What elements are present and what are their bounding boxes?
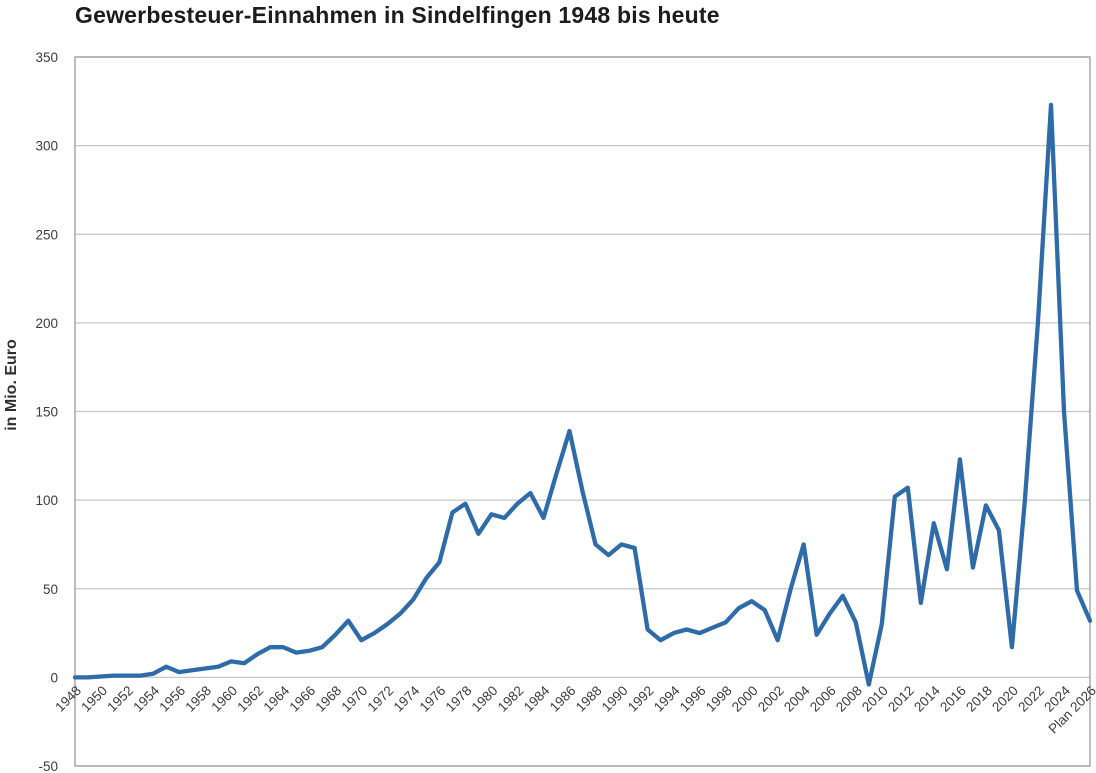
x-tick-label-1996: 1996 [677,683,709,715]
x-tick-label-1990: 1990 [599,683,631,715]
data-series-line [72,102,1093,687]
x-tick-label-1982: 1982 [495,683,527,715]
x-tick-label-2016: 2016 [937,683,969,715]
x-tick-label-1970: 1970 [339,683,371,715]
x-tick-label-1978: 1978 [443,683,475,715]
x-tick-label-2008: 2008 [833,683,865,715]
y-tick-label-350: 350 [35,50,58,65]
y-axis-title: in Mio. Euro [3,339,20,431]
y-tick-label-200: 200 [35,316,58,331]
x-tick-label-1980: 1980 [469,683,501,715]
x-tick-label-1960: 1960 [208,683,240,715]
y-tick-label-250: 250 [35,227,58,242]
x-tick-label-1998: 1998 [703,683,735,715]
y-tick-label-0: 0 [50,670,58,685]
x-tick-label-2018: 2018 [963,683,995,715]
x-tick-label-2022: 2022 [1015,683,1047,715]
x-tick-label-1962: 1962 [234,683,266,715]
x-tick-label-2012: 2012 [885,683,917,715]
x-tick-label-1968: 1968 [313,683,345,715]
plot-border [74,56,1091,767]
x-tick-label-1966: 1966 [286,683,318,715]
x-tick-label-1956: 1956 [156,683,188,715]
x-tick-label-2004: 2004 [781,683,813,715]
x-tick-label-1994: 1994 [651,683,683,715]
x-tick-label-2020: 2020 [989,683,1021,715]
x-tick-label-1964: 1964 [260,683,292,715]
x-tick-label-2010: 2010 [859,683,891,715]
x-tick-label-1954: 1954 [130,683,162,715]
y-tick-label-300: 300 [35,139,58,154]
x-tick-label-2006: 2006 [807,683,839,715]
x-tick-label-1986: 1986 [547,683,579,715]
y-tick-label-100: 100 [35,493,58,508]
x-tick-label-1984: 1984 [521,683,553,715]
x-tick-label-1948: 1948 [52,683,84,715]
x-tick-label-2002: 2002 [755,683,787,715]
y-tick-label-50: 50 [43,582,58,597]
x-tick-label-1992: 1992 [625,683,657,715]
x-tick-label-1988: 1988 [573,683,605,715]
x-tick-label-1958: 1958 [182,683,214,715]
x-tick-label-1972: 1972 [365,683,397,715]
y-tick-label-150: 150 [35,405,58,420]
y-tick-label--50: -50 [38,759,58,773]
x-tick-label-1976: 1976 [417,683,449,715]
x-tick-label-1952: 1952 [104,683,136,715]
x-tick-label-2000: 2000 [729,683,761,715]
x-tick-label-1950: 1950 [78,683,110,715]
chart-title: Gewerbesteuer-Einnahmen in Sindelfingen … [75,2,720,28]
x-tick-label-1974: 1974 [391,683,423,715]
x-tick-label-2014: 2014 [911,683,943,715]
